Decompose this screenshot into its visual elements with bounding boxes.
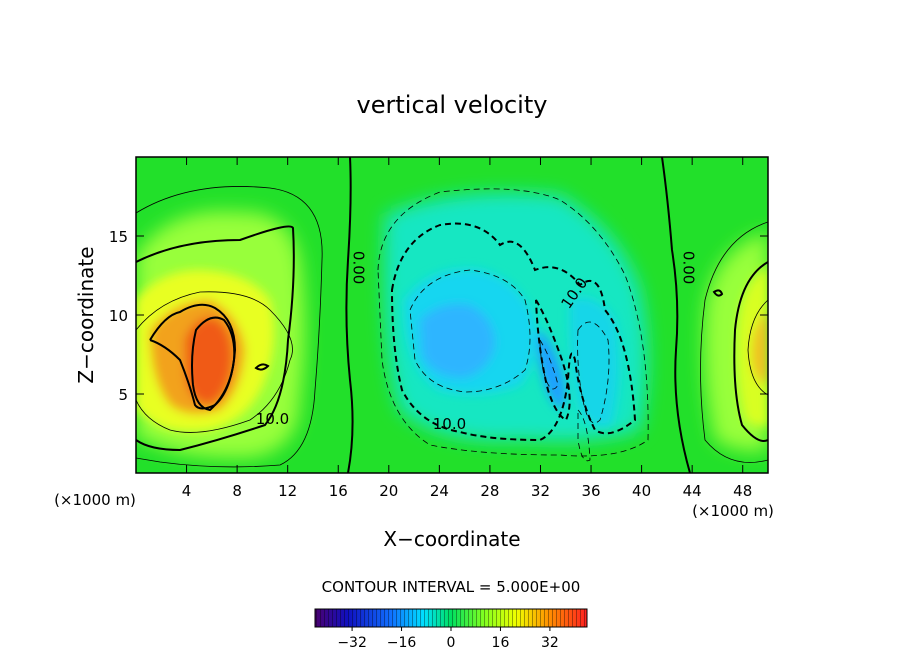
contour-neg-5 bbox=[377, 188, 649, 457]
contour-zero-east bbox=[661, 157, 691, 473]
contour-pos-10-left bbox=[136, 225, 295, 452]
x-tick-label: 4 bbox=[182, 482, 192, 500]
contour-pos-15-left bbox=[136, 291, 293, 433]
contour-neg-10 bbox=[390, 222, 637, 442]
chart-title: vertical velocity bbox=[357, 91, 548, 119]
region-center-blue bbox=[420, 304, 495, 378]
x-unit-right: (×1000 m) bbox=[692, 502, 774, 520]
contour-label: 10.0 bbox=[256, 410, 289, 428]
region-narrow-blue bbox=[537, 330, 566, 410]
colorbar-tick-label: −32 bbox=[337, 635, 367, 651]
colorbar: −32 −16 0 16 32 bbox=[314, 608, 588, 651]
contour-pos-right-10 bbox=[733, 261, 768, 442]
contour-label: 0.00 bbox=[679, 251, 697, 284]
contour-neg-bottom bbox=[577, 409, 591, 462]
contour-neg-narrow-inner bbox=[539, 338, 559, 390]
contour-interval-label: CONTOUR INTERVAL = 5.000E+00 bbox=[322, 578, 581, 596]
y-tick-label: 15 bbox=[109, 228, 128, 246]
contour-label: 0.00 bbox=[349, 251, 367, 284]
contour-small-loop-left bbox=[254, 363, 270, 371]
colorbar-tick-label: 0 bbox=[447, 635, 456, 651]
x-tick-label: 16 bbox=[329, 482, 348, 500]
region-right-orange bbox=[752, 310, 768, 385]
x-tick-label: 28 bbox=[480, 482, 499, 500]
x-axis-ticks: 4 8 12 16 20 24 28 32 36 40 44 48 bbox=[182, 157, 752, 500]
x-unit-left: (×1000 m) bbox=[54, 491, 136, 509]
contour-pos-outer-left bbox=[136, 186, 323, 468]
y-tick-label: 5 bbox=[118, 386, 128, 404]
x-tick-label: 40 bbox=[632, 482, 651, 500]
x-tick-label: 36 bbox=[581, 482, 600, 500]
colorbar-tick-label: 32 bbox=[541, 635, 559, 651]
contour-neg-15 bbox=[409, 269, 531, 393]
heatmap-field bbox=[136, 157, 768, 473]
colorbar-tick-label: 16 bbox=[492, 635, 510, 651]
y-tick-label: 10 bbox=[109, 307, 128, 325]
x-tick-label: 8 bbox=[232, 482, 242, 500]
x-axis-label: X−coordinate bbox=[383, 527, 520, 551]
contour-neg-narrow bbox=[535, 299, 571, 422]
colorbar-ticks: −32 −16 0 16 32 bbox=[337, 627, 559, 651]
y-axis-ticks: 5 10 15 bbox=[109, 228, 768, 404]
contour-pos-right-15 bbox=[747, 299, 768, 396]
colorbar-tick-label: −16 bbox=[387, 635, 417, 651]
contour-pos-right-outer bbox=[700, 221, 768, 463]
updraft-core bbox=[185, 317, 233, 405]
contour-pos-25-left bbox=[191, 316, 236, 412]
contour-zero-west bbox=[345, 157, 354, 473]
contour-label: 10.0 bbox=[433, 415, 466, 433]
x-tick-label: 44 bbox=[683, 482, 702, 500]
y-axis-label: Z−coordinate bbox=[74, 246, 98, 383]
x-tick-label: 24 bbox=[430, 482, 449, 500]
contour-small-loop bbox=[712, 289, 724, 297]
x-tick-label: 48 bbox=[733, 482, 752, 500]
x-tick-label: 20 bbox=[379, 482, 398, 500]
x-tick-label: 32 bbox=[531, 482, 550, 500]
contour-neg-east bbox=[577, 321, 610, 424]
x-tick-label: 12 bbox=[278, 482, 297, 500]
